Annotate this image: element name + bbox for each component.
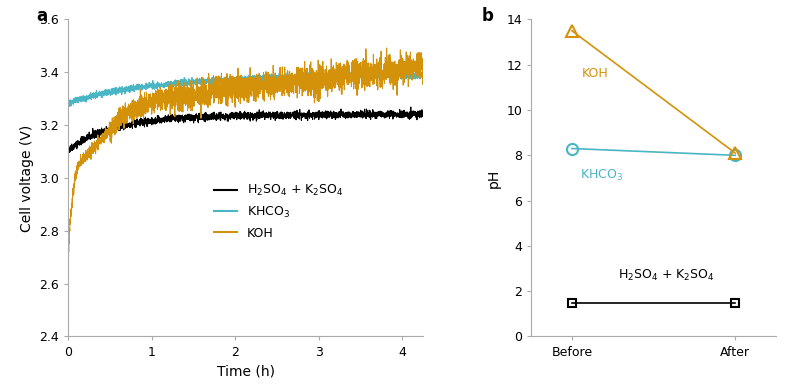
Text: a: a [36, 7, 47, 25]
Legend: H$_2$SO$_4$ + K$_2$SO$_4$, KHCO$_3$, KOH: H$_2$SO$_4$ + K$_2$SO$_4$, KHCO$_3$, KOH [209, 178, 349, 245]
Y-axis label: pH: pH [486, 168, 501, 187]
X-axis label: Time (h): Time (h) [217, 364, 274, 378]
Text: KOH: KOH [582, 67, 609, 80]
Text: KHCO$_3$: KHCO$_3$ [580, 168, 623, 183]
Text: H$_2$SO$_4$ + K$_2$SO$_4$: H$_2$SO$_4$ + K$_2$SO$_4$ [618, 268, 714, 283]
Text: b: b [482, 7, 494, 25]
Y-axis label: Cell voltage (V): Cell voltage (V) [19, 124, 34, 231]
